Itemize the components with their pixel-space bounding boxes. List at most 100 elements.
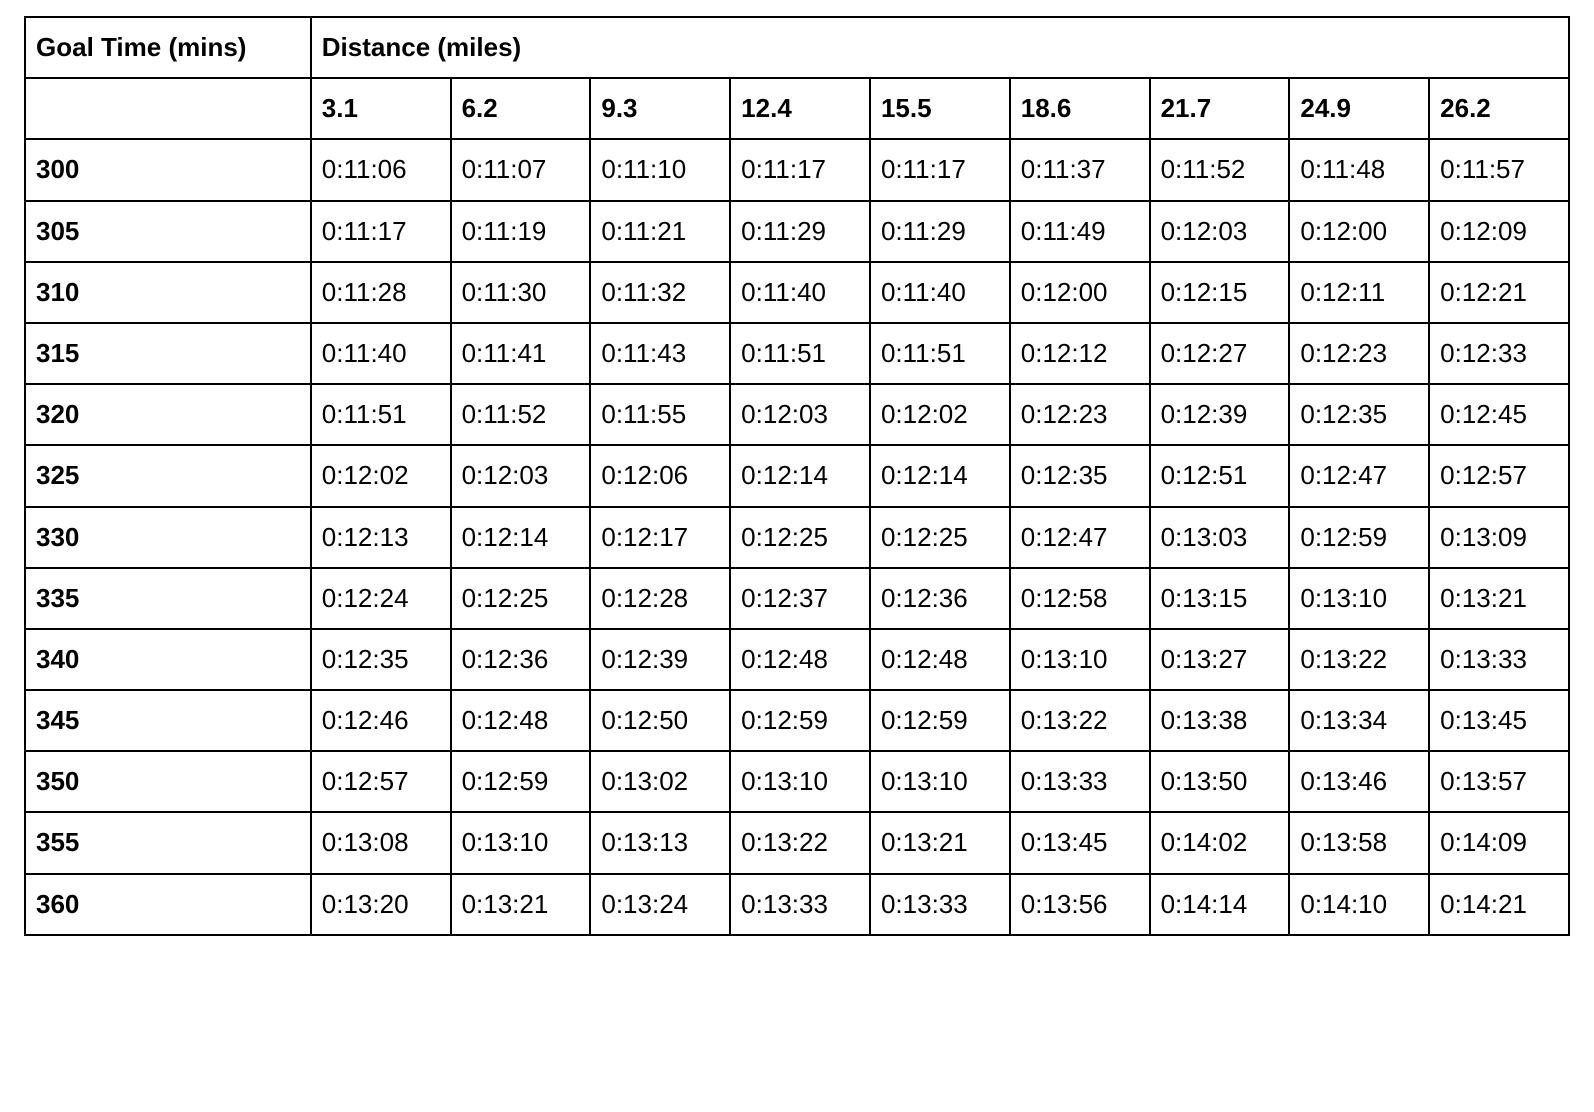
pace-cell: 0:12:03 xyxy=(451,445,591,506)
pace-cell: 0:11:52 xyxy=(451,384,591,445)
pace-cell: 0:11:17 xyxy=(870,139,1010,200)
table-row: 3450:12:460:12:480:12:500:12:590:12:590:… xyxy=(25,690,1569,751)
pace-cell: 0:11:17 xyxy=(311,201,451,262)
pace-cell: 0:12:06 xyxy=(590,445,730,506)
pace-cell: 0:12:27 xyxy=(1150,323,1290,384)
table-row: 3400:12:350:12:360:12:390:12:480:12:480:… xyxy=(25,629,1569,690)
pace-cell: 0:12:47 xyxy=(1010,507,1150,568)
pace-cell: 0:13:33 xyxy=(1010,751,1150,812)
pace-cell: 0:12:00 xyxy=(1289,201,1429,262)
pace-cell: 0:13:10 xyxy=(1010,629,1150,690)
pace-cell: 0:12:11 xyxy=(1289,262,1429,323)
pace-cell: 0:13:45 xyxy=(1429,690,1569,751)
pace-cell: 0:11:37 xyxy=(1010,139,1150,200)
pace-cell: 0:11:19 xyxy=(451,201,591,262)
pace-cell: 0:12:03 xyxy=(730,384,870,445)
table-row: 3250:12:020:12:030:12:060:12:140:12:140:… xyxy=(25,445,1569,506)
pace-cell: 0:13:46 xyxy=(1289,751,1429,812)
pace-cell: 0:13:21 xyxy=(1429,568,1569,629)
table-row: 3500:12:570:12:590:13:020:13:100:13:100:… xyxy=(25,751,1569,812)
pace-cell: 0:13:03 xyxy=(1150,507,1290,568)
pace-cell: 0:12:59 xyxy=(870,690,1010,751)
pace-cell: 0:13:57 xyxy=(1429,751,1569,812)
table-row: 3050:11:170:11:190:11:210:11:290:11:290:… xyxy=(25,201,1569,262)
pace-cell: 0:12:45 xyxy=(1429,384,1569,445)
distance-header: Distance (miles) xyxy=(311,17,1569,78)
pace-cell: 0:13:22 xyxy=(730,812,870,873)
pace-cell: 0:13:10 xyxy=(1289,568,1429,629)
pace-cell: 0:12:48 xyxy=(451,690,591,751)
pace-cell: 0:12:39 xyxy=(1150,384,1290,445)
pace-cell: 0:11:51 xyxy=(311,384,451,445)
pace-cell: 0:11:30 xyxy=(451,262,591,323)
pace-cell: 0:12:21 xyxy=(1429,262,1569,323)
pace-cell: 0:14:21 xyxy=(1429,874,1569,935)
pace-cell: 0:11:52 xyxy=(1150,139,1290,200)
pace-cell: 0:11:51 xyxy=(870,323,1010,384)
pace-cell: 0:13:10 xyxy=(451,812,591,873)
pace-cell: 0:13:34 xyxy=(1289,690,1429,751)
pace-cell: 0:12:35 xyxy=(311,629,451,690)
pace-cell: 0:12:59 xyxy=(451,751,591,812)
pace-cell: 0:13:38 xyxy=(1150,690,1290,751)
pace-cell: 0:12:33 xyxy=(1429,323,1569,384)
pace-table: Goal Time (mins) Distance (miles) 3.1 6.… xyxy=(24,16,1570,936)
pace-cell: 0:13:10 xyxy=(730,751,870,812)
pace-cell: 0:12:02 xyxy=(311,445,451,506)
header-row-1: Goal Time (mins) Distance (miles) xyxy=(25,17,1569,78)
pace-cell: 0:12:25 xyxy=(870,507,1010,568)
pace-cell: 0:12:51 xyxy=(1150,445,1290,506)
goal-time-cell: 325 xyxy=(25,445,311,506)
pace-cell: 0:13:21 xyxy=(451,874,591,935)
pace-cell: 0:12:13 xyxy=(311,507,451,568)
pace-cell: 0:12:59 xyxy=(1289,507,1429,568)
distance-col-header: 12.4 xyxy=(730,78,870,139)
pace-cell: 0:13:45 xyxy=(1010,812,1150,873)
pace-cell: 0:11:07 xyxy=(451,139,591,200)
pace-cell: 0:11:40 xyxy=(311,323,451,384)
pace-cell: 0:13:50 xyxy=(1150,751,1290,812)
pace-cell: 0:12:46 xyxy=(311,690,451,751)
pace-cell: 0:12:15 xyxy=(1150,262,1290,323)
table-row: 3150:11:400:11:410:11:430:11:510:11:510:… xyxy=(25,323,1569,384)
distance-col-header: 3.1 xyxy=(311,78,451,139)
pace-cell: 0:11:43 xyxy=(590,323,730,384)
pace-cell: 0:12:48 xyxy=(870,629,1010,690)
goal-time-cell: 315 xyxy=(25,323,311,384)
pace-cell: 0:13:15 xyxy=(1150,568,1290,629)
goal-time-cell: 305 xyxy=(25,201,311,262)
goal-time-cell: 345 xyxy=(25,690,311,751)
pace-cell: 0:11:29 xyxy=(730,201,870,262)
pace-cell: 0:12:03 xyxy=(1150,201,1290,262)
pace-cell: 0:13:13 xyxy=(590,812,730,873)
goal-time-header-empty xyxy=(25,78,311,139)
pace-cell: 0:14:14 xyxy=(1150,874,1290,935)
goal-time-cell: 355 xyxy=(25,812,311,873)
table-row: 3300:12:130:12:140:12:170:12:250:12:250:… xyxy=(25,507,1569,568)
goal-time-cell: 335 xyxy=(25,568,311,629)
pace-cell: 0:12:14 xyxy=(730,445,870,506)
pace-cell: 0:12:28 xyxy=(590,568,730,629)
pace-cell: 0:11:41 xyxy=(451,323,591,384)
pace-cell: 0:11:10 xyxy=(590,139,730,200)
pace-cell: 0:14:09 xyxy=(1429,812,1569,873)
pace-cell: 0:12:37 xyxy=(730,568,870,629)
pace-cell: 0:11:48 xyxy=(1289,139,1429,200)
distance-col-header: 24.9 xyxy=(1289,78,1429,139)
pace-cell: 0:12:57 xyxy=(311,751,451,812)
pace-cell: 0:13:22 xyxy=(1010,690,1150,751)
pace-cell: 0:13:56 xyxy=(1010,874,1150,935)
pace-cell: 0:12:59 xyxy=(730,690,870,751)
table-row: 3550:13:080:13:100:13:130:13:220:13:210:… xyxy=(25,812,1569,873)
pace-cell: 0:12:02 xyxy=(870,384,1010,445)
table-row: 3100:11:280:11:300:11:320:11:400:11:400:… xyxy=(25,262,1569,323)
table-row: 3000:11:060:11:070:11:100:11:170:11:170:… xyxy=(25,139,1569,200)
goal-time-cell: 350 xyxy=(25,751,311,812)
pace-cell: 0:11:57 xyxy=(1429,139,1569,200)
pace-cell: 0:12:35 xyxy=(1010,445,1150,506)
pace-cell: 0:14:02 xyxy=(1150,812,1290,873)
pace-cell: 0:13:24 xyxy=(590,874,730,935)
pace-cell: 0:13:33 xyxy=(730,874,870,935)
pace-cell: 0:12:23 xyxy=(1289,323,1429,384)
distance-col-header: 18.6 xyxy=(1010,78,1150,139)
